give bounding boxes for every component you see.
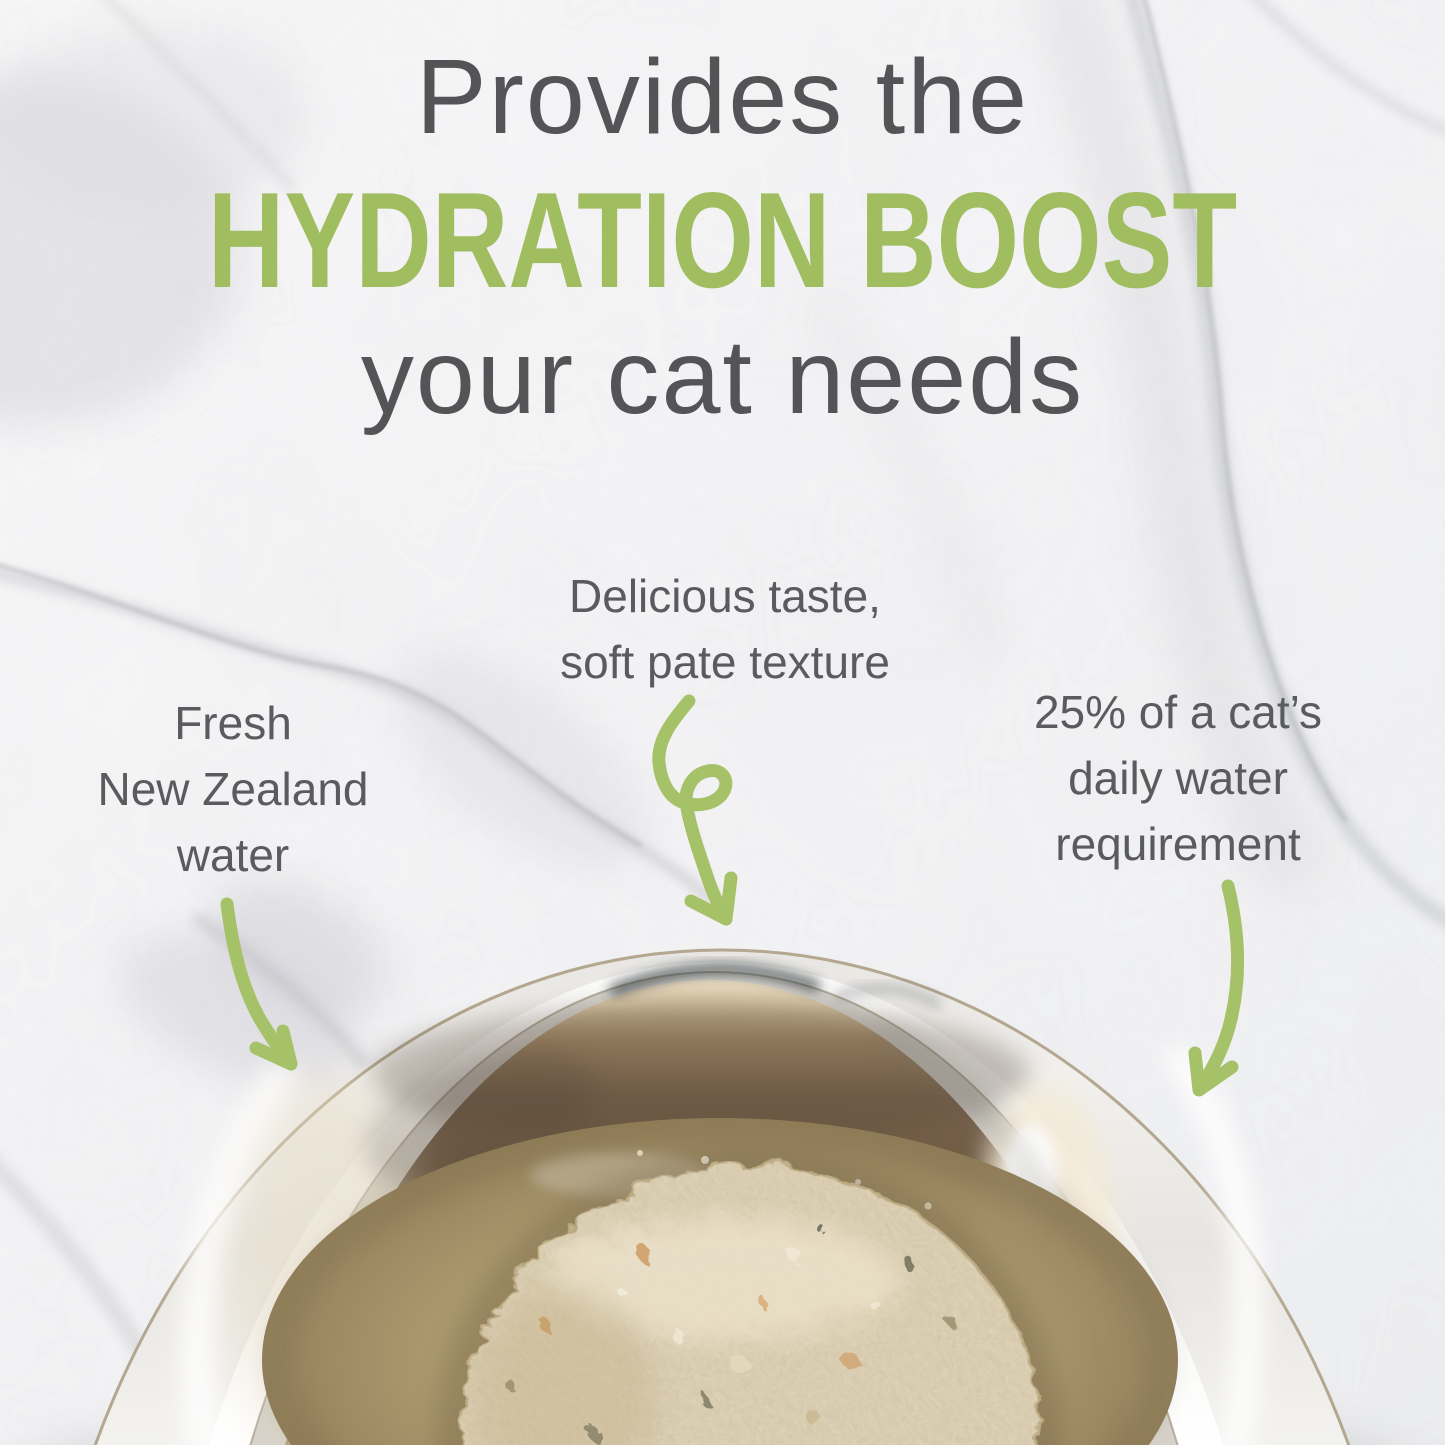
rim-reflection: [609, 963, 942, 1008]
curved-arrow-left-icon: [220, 897, 298, 1071]
headline-line-1: Provides the: [415, 38, 1030, 156]
headline-line-3: your cat needs: [360, 318, 1085, 436]
annotation-line: 25% of a cat’s: [1033, 686, 1323, 738]
annotation-fresh-water: Fresh New Zealand water: [63, 690, 403, 888]
marble-veins-fine: [0, 0, 1348, 847]
marble-soft-bands: [0, 0, 1328, 1090]
annotation-line: daily water: [1068, 752, 1288, 804]
annotation-line: New Zealand: [97, 763, 369, 815]
annotation-line: water: [176, 829, 290, 881]
headline-line-2: HYDRATION BOOST: [207, 164, 1238, 316]
annotation-line: Delicious taste,: [569, 570, 881, 622]
annotation-line: requirement: [1055, 818, 1301, 870]
annotation-line: Fresh: [174, 697, 292, 749]
annotation-taste-texture: Delicious taste, soft pate texture: [485, 563, 965, 695]
annotation-water-requirement: 25% of a cat’s daily water requirement: [968, 679, 1388, 877]
annotation-line: soft pate texture: [560, 636, 890, 688]
pate-speckles: [500, 1226, 955, 1436]
loop-arrow-middle-icon: [652, 694, 738, 926]
curved-arrow-right-icon: [1188, 879, 1244, 1097]
headline: Provides the HYDRATION BOOST your cat ne…: [0, 44, 1445, 430]
